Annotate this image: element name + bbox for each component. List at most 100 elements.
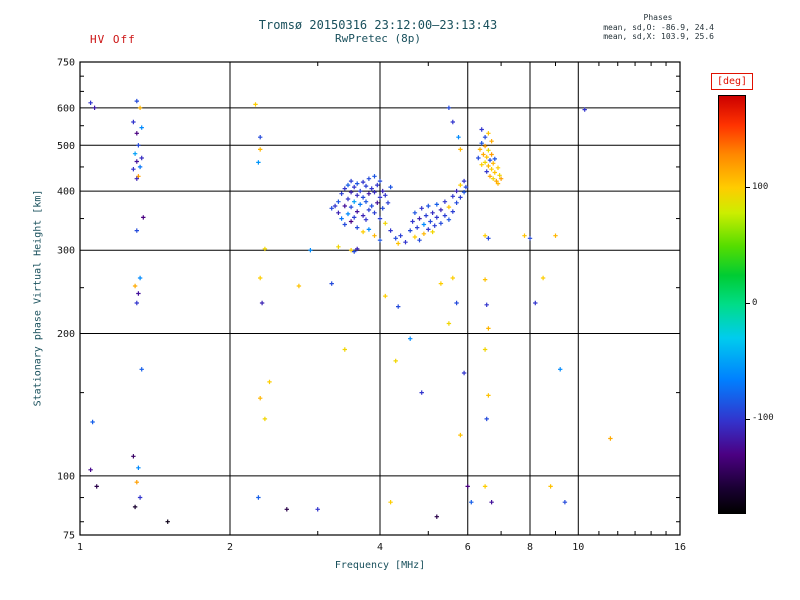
data-point xyxy=(137,105,143,110)
data-point xyxy=(348,204,354,210)
data-point xyxy=(553,233,558,238)
data-point xyxy=(450,194,455,199)
data-point xyxy=(477,147,483,152)
data-point xyxy=(608,436,613,441)
data-point xyxy=(489,167,494,172)
data-point xyxy=(417,216,422,221)
x-tick-label: 1 xyxy=(77,542,83,553)
data-point xyxy=(92,105,97,110)
x-tick-label: 10 xyxy=(572,542,584,553)
data-point xyxy=(495,165,501,170)
data-point xyxy=(446,204,452,210)
data-point xyxy=(481,152,486,157)
data-point xyxy=(355,181,360,186)
x-tick-label: 2 xyxy=(227,542,233,553)
data-point xyxy=(372,210,377,215)
data-point xyxy=(132,151,138,156)
data-point xyxy=(352,249,357,254)
data-point xyxy=(479,127,484,132)
data-point xyxy=(377,216,383,221)
data-point xyxy=(345,211,351,217)
data-point xyxy=(336,199,341,204)
data-point xyxy=(482,143,488,149)
data-point xyxy=(442,213,448,218)
data-point xyxy=(332,203,338,209)
data-point xyxy=(90,419,95,425)
data-point xyxy=(358,188,363,194)
data-point xyxy=(415,225,420,230)
data-point xyxy=(393,358,398,364)
data-point xyxy=(454,200,459,205)
data-point xyxy=(137,495,143,500)
data-point xyxy=(438,221,444,226)
data-point xyxy=(88,467,93,472)
data-point xyxy=(258,275,263,281)
data-point xyxy=(132,283,138,289)
phases-x-mode-stats: mean, sd,X: 103.9, 25.6 xyxy=(603,32,714,41)
data-point xyxy=(366,191,372,196)
data-point xyxy=(363,217,369,222)
data-point xyxy=(487,174,493,179)
data-point xyxy=(339,191,344,196)
data-point xyxy=(484,154,489,160)
data-point xyxy=(165,519,170,524)
data-point xyxy=(383,193,388,198)
data-point xyxy=(383,221,388,226)
data-point xyxy=(308,248,313,253)
data-point xyxy=(465,484,470,489)
data-point xyxy=(377,238,383,243)
data-point xyxy=(348,178,354,184)
data-point xyxy=(419,206,424,211)
data-point xyxy=(461,370,467,376)
data-point xyxy=(426,203,431,209)
data-point xyxy=(494,178,499,184)
data-point xyxy=(315,507,320,512)
y-tick-label: 200 xyxy=(57,329,75,340)
data-point xyxy=(256,160,261,165)
data-point xyxy=(432,223,437,228)
data-point xyxy=(355,209,360,214)
data-point xyxy=(385,200,391,205)
data-point xyxy=(450,275,455,281)
data-point xyxy=(360,195,366,200)
data-point xyxy=(491,176,496,181)
hv-status-label: HV Off xyxy=(90,33,136,46)
phases-o-mode-stats: mean, sd,O: -86.9, 24.4 xyxy=(603,22,714,32)
data-point xyxy=(486,131,491,136)
data-point xyxy=(134,228,139,233)
data-point xyxy=(94,484,99,489)
data-point xyxy=(458,147,463,152)
data-point xyxy=(486,326,491,331)
data-point xyxy=(348,219,354,224)
data-point xyxy=(388,184,393,190)
data-point xyxy=(533,300,538,306)
y-tick-label: 75 xyxy=(63,531,75,542)
data-point xyxy=(421,222,427,227)
data-point xyxy=(476,155,481,161)
data-point xyxy=(139,367,144,372)
data-point xyxy=(131,454,136,459)
data-point xyxy=(366,227,372,232)
data-point xyxy=(438,281,444,286)
data-point xyxy=(388,228,393,233)
data-point xyxy=(484,416,489,422)
data-point xyxy=(366,207,372,213)
data-point xyxy=(495,181,501,186)
data-point xyxy=(446,105,452,110)
data-point xyxy=(442,199,448,204)
data-point xyxy=(426,227,431,232)
data-point xyxy=(469,500,474,505)
data-point xyxy=(434,202,439,207)
data-point xyxy=(132,504,138,510)
data-point xyxy=(458,182,463,188)
data-point xyxy=(421,231,427,236)
data-point xyxy=(562,500,568,505)
data-point xyxy=(492,156,497,162)
data-point xyxy=(339,216,344,221)
data-point xyxy=(262,416,268,422)
data-point xyxy=(454,300,459,306)
y-axis-title: Stationary phase Virtual Height [km] xyxy=(32,189,44,407)
data-point xyxy=(342,347,347,352)
data-point xyxy=(396,304,401,309)
